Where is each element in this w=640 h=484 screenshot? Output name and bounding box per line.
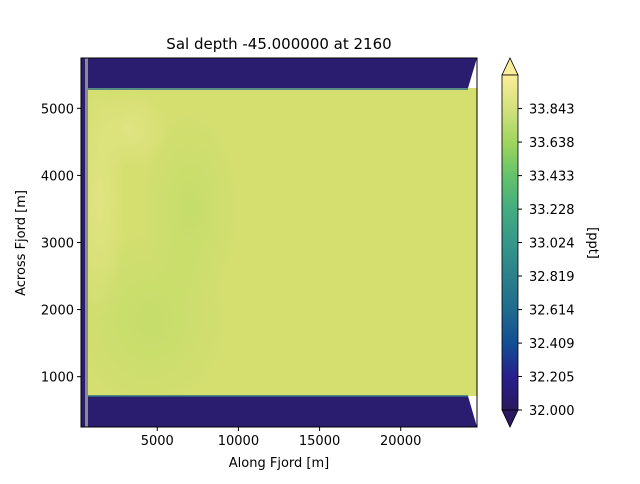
y-tick-label: 1000	[41, 371, 74, 386]
y-tick-label: 2000	[41, 304, 74, 319]
y-tick-label: 3000	[41, 237, 74, 252]
land-west	[81, 58, 85, 427]
interior-shade-4	[90, 90, 170, 170]
boundary-strip	[85, 58, 88, 427]
colorbar-tick-label: 32.000	[529, 404, 575, 419]
land-south-corner	[468, 396, 477, 427]
y-axis-label: Across Fjord [m]	[14, 190, 29, 296]
colorbar-tick-label: 32.819	[529, 270, 575, 285]
colorbar-extend-min	[501, 409, 519, 428]
colorbar-tick-label: 33.228	[529, 203, 575, 218]
y-tick-label: 5000	[41, 102, 74, 117]
x-tick-label: 10000	[218, 434, 259, 449]
x-axis: 5000 10000 15000 20000	[141, 427, 421, 449]
interior-shade-2	[140, 110, 240, 310]
x-axis-label: Along Fjord [m]	[229, 456, 329, 471]
colorbar-tick-label: 33.638	[529, 136, 575, 151]
colorbar-label: [ppt]	[585, 227, 600, 259]
colorbar-tick-label: 32.614	[529, 304, 575, 319]
colorbar: 32.000 32.205 32.409 32.614 32.819 33.024 33.2…	[501, 57, 600, 428]
colorbar-tick-label: 32.205	[529, 370, 575, 385]
land-north-corner	[468, 58, 477, 88]
colorbar-extend-max	[501, 57, 519, 76]
plot-area	[81, 58, 477, 427]
y-axis: 1000 2000 3000 4000 5000	[41, 102, 81, 386]
colorbar-tick-label: 33.843	[529, 103, 575, 118]
chart-title: Sal depth -45.000000 at 2160	[166, 35, 391, 53]
land-south	[81, 396, 477, 427]
colorbar-tick-label: 32.409	[529, 337, 575, 352]
y-tick-label: 4000	[41, 169, 74, 184]
x-tick-label: 15000	[299, 434, 340, 449]
land-north	[81, 58, 477, 88]
x-tick-label: 5000	[141, 434, 174, 449]
colorbar-tick-label: 33.024	[529, 237, 575, 252]
colorbar-body	[501, 74, 519, 411]
colorbar-tick-label: 33.433	[529, 170, 575, 185]
x-tick-label: 20000	[380, 434, 421, 449]
